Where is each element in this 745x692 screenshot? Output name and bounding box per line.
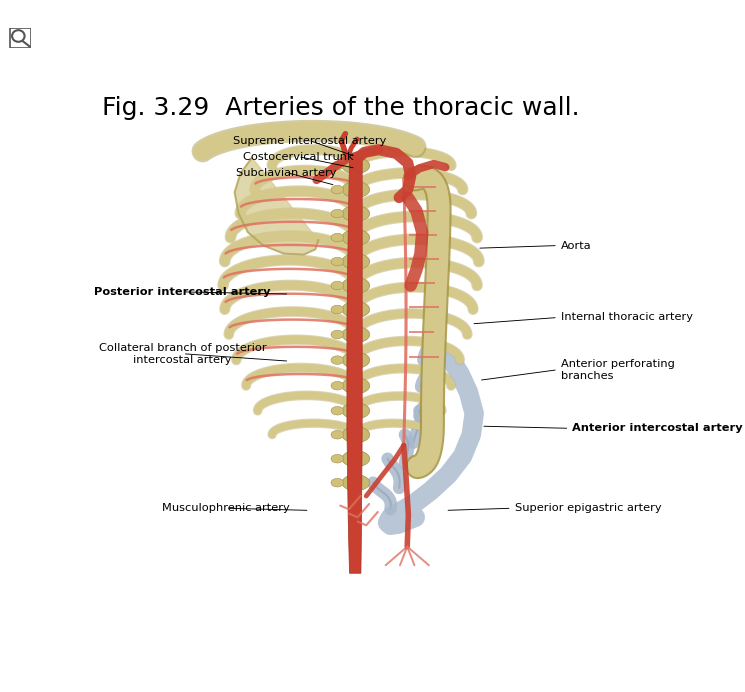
Text: Subclavian artery: Subclavian artery	[236, 167, 337, 178]
Ellipse shape	[342, 378, 370, 394]
Text: Collateral branch of posterior
intercostal artery: Collateral branch of posterior intercost…	[99, 343, 267, 365]
Ellipse shape	[331, 381, 343, 390]
Ellipse shape	[331, 455, 343, 463]
Ellipse shape	[342, 327, 370, 343]
Ellipse shape	[331, 356, 343, 365]
Ellipse shape	[331, 330, 343, 339]
Text: Posterior intercostal artery: Posterior intercostal artery	[95, 287, 271, 297]
Ellipse shape	[342, 253, 370, 269]
Ellipse shape	[342, 427, 370, 443]
Text: Musculophrenic artery: Musculophrenic artery	[162, 503, 290, 513]
Text: Supreme intercostal artery: Supreme intercostal artery	[233, 136, 387, 145]
FancyBboxPatch shape	[10, 28, 31, 48]
Ellipse shape	[342, 181, 370, 198]
Text: Superior epigastric artery: Superior epigastric artery	[515, 503, 662, 513]
Ellipse shape	[342, 230, 370, 246]
Text: Anterior perforating
branches: Anterior perforating branches	[561, 359, 675, 381]
Ellipse shape	[342, 403, 370, 419]
Text: Fig. 3.29  Arteries of the thoracic wall.: Fig. 3.29 Arteries of the thoracic wall.	[102, 96, 580, 120]
Text: Anterior intercostal artery: Anterior intercostal artery	[572, 424, 743, 433]
Ellipse shape	[342, 277, 370, 293]
Ellipse shape	[331, 209, 343, 218]
Ellipse shape	[331, 233, 343, 242]
Text: Internal thoracic artery: Internal thoracic artery	[561, 313, 693, 322]
Ellipse shape	[342, 450, 370, 466]
Ellipse shape	[331, 161, 343, 170]
Text: Costocervical trunk: Costocervical trunk	[243, 152, 353, 161]
Ellipse shape	[331, 257, 343, 266]
Ellipse shape	[331, 281, 343, 290]
Ellipse shape	[331, 305, 343, 313]
Text: Aorta: Aorta	[561, 241, 592, 251]
Ellipse shape	[342, 475, 370, 491]
Polygon shape	[235, 158, 318, 255]
Ellipse shape	[331, 430, 343, 439]
Ellipse shape	[331, 406, 343, 415]
Ellipse shape	[342, 206, 370, 221]
Ellipse shape	[342, 302, 370, 318]
Ellipse shape	[331, 185, 343, 194]
Ellipse shape	[331, 478, 343, 487]
Ellipse shape	[342, 352, 370, 368]
Polygon shape	[347, 158, 362, 573]
Ellipse shape	[342, 158, 370, 174]
